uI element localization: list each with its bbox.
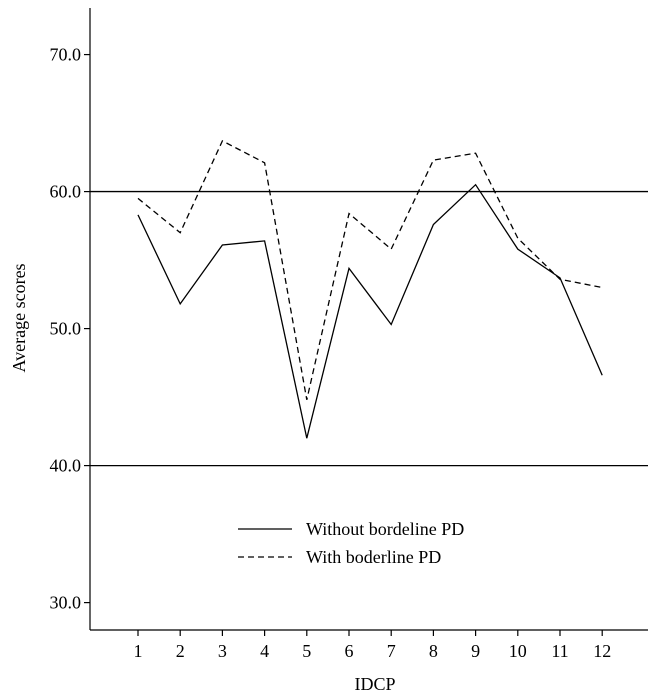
x-tick-label: 1 <box>134 641 143 661</box>
legend-label-with-boderline-pd: With boderline PD <box>306 547 441 567</box>
x-tick-label: 9 <box>471 641 480 661</box>
plot-frame <box>89 8 648 631</box>
x-tick-label: 12 <box>593 641 611 661</box>
x-tick-label: 5 <box>302 641 311 661</box>
y-axis-title: Average scores <box>9 263 29 372</box>
x-tick-label: 6 <box>345 641 354 661</box>
x-tick-label: 11 <box>551 641 568 661</box>
y-tick-label: 70.0 <box>50 45 82 65</box>
x-tick-label: 3 <box>218 641 227 661</box>
y-tick-label: 50.0 <box>50 319 82 339</box>
x-tick-label: 2 <box>176 641 185 661</box>
reference-lines <box>90 190 648 467</box>
x-tick-label: 4 <box>260 641 269 661</box>
y-tick-label: 30.0 <box>50 593 82 613</box>
legend: Without bordeline PD With boderline PD <box>238 519 464 567</box>
series-line-with-boderline-pd <box>137 140 603 400</box>
x-tick-label: 7 <box>387 641 396 661</box>
series-line-without-bordeline-pd <box>137 183 603 439</box>
x-axis-title: IDCP <box>354 674 395 694</box>
legend-label-without-bordeline-pd: Without bordeline PD <box>306 519 464 539</box>
series-layer <box>137 140 603 439</box>
x-axis-ticks: 1 2 3 4 5 6 7 8 9 10 11 12 <box>134 630 611 661</box>
x-tick-label: 10 <box>509 641 527 661</box>
x-tick-label: 8 <box>429 641 438 661</box>
y-axis-ticks: 30.0 40.0 50.0 60.0 70.0 <box>50 45 90 613</box>
y-tick-label: 60.0 <box>50 182 82 202</box>
y-tick-label: 40.0 <box>50 456 82 476</box>
